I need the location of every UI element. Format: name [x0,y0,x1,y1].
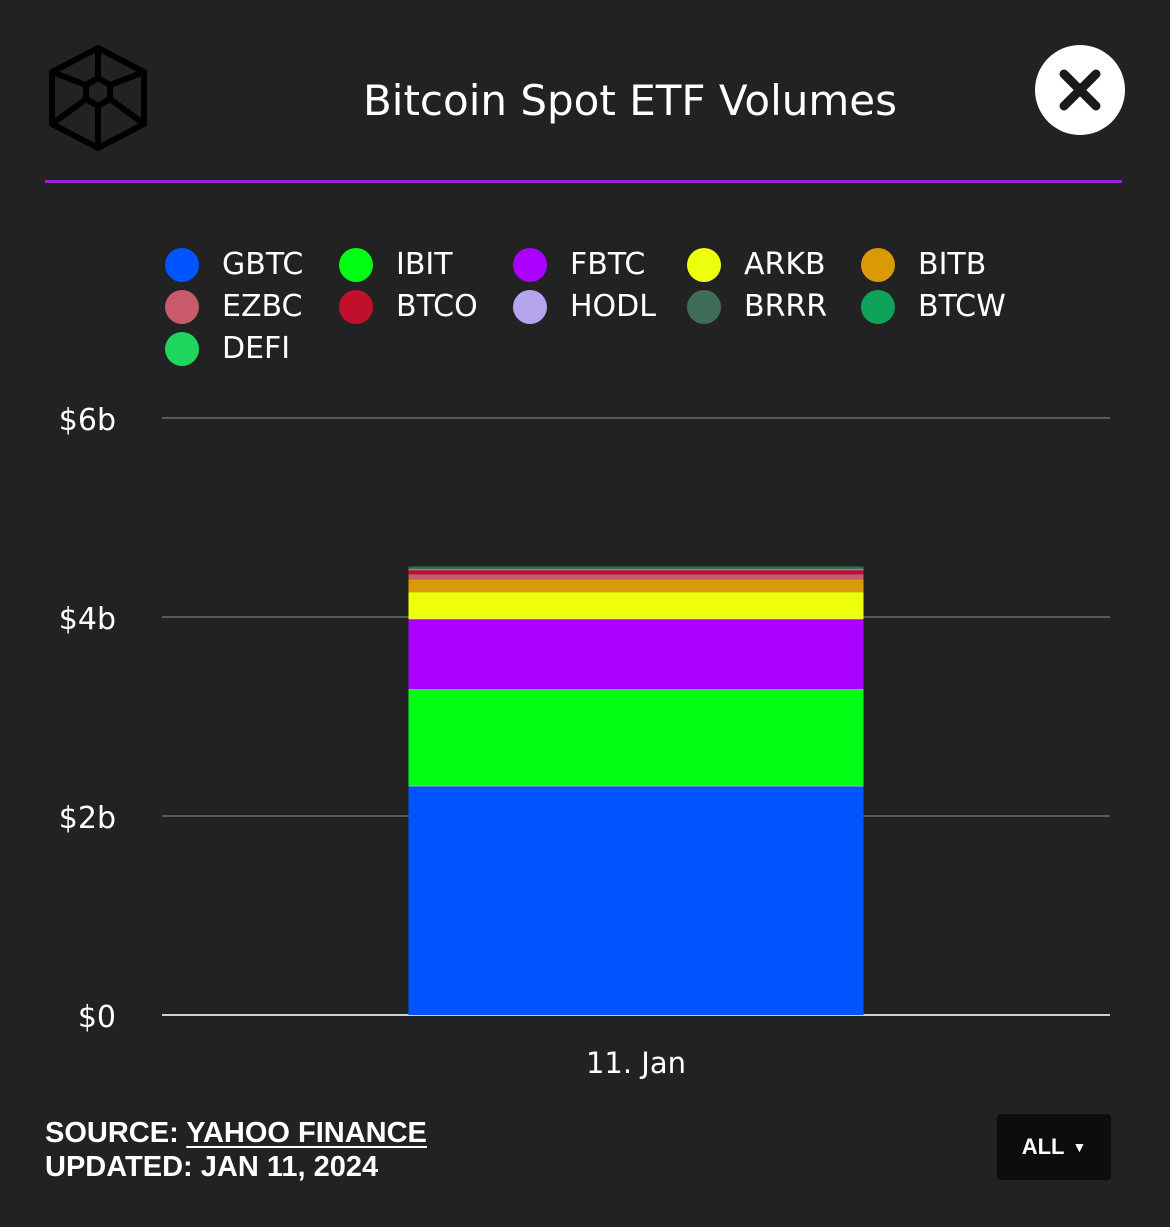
legend-marker [165,290,199,324]
updated-line: UPDATED: JAN 11, 2024 [45,1150,427,1184]
y-tick-label: $2b [59,801,116,836]
bar-segment-btco[interactable] [408,570,864,575]
y-tick-label: $6b [59,403,116,438]
legend-label: HODL [570,289,656,324]
bar-segment-hodl[interactable] [408,569,864,571]
footer-info: SOURCE: YAHOO FINANCE UPDATED: JAN 11, 2… [45,1116,427,1184]
legend-label: IBIT [396,247,453,282]
legend-marker [165,248,199,282]
stacked-bar-chart: $0 $2b $4b $6b 11. Jan [59,403,1110,1080]
legend-marker [339,248,373,282]
legend-marker [687,290,721,324]
legend-label: BTCO [396,289,478,324]
bar-segment-fbtc[interactable] [408,618,864,690]
close-button[interactable] [1035,45,1125,135]
bar-segment-gbtc[interactable] [408,786,864,1015]
y-tick-label: $4b [59,602,116,637]
legend-label: BITB [918,247,987,282]
legend-marker [687,248,721,282]
source-line: SOURCE: YAHOO FINANCE [45,1116,427,1150]
legend-label: GBTC [222,247,304,282]
legend-marker [513,248,547,282]
chart-title: Bitcoin Spot ETF Volumes [362,76,897,125]
bar-segment-ezbc[interactable] [408,574,864,580]
legend-marker [339,290,373,324]
close-x-icon [1059,69,1101,111]
updated-value: JAN 11, 2024 [200,1151,379,1183]
wireframe-cube-logo [49,45,147,151]
y-tick-label: $0 [78,1000,116,1035]
legend-label: ARKB [744,247,826,282]
bar-segment-bitb[interactable] [408,579,864,593]
legend-label: FBTC [570,247,646,282]
legend-marker [861,290,895,324]
range-select[interactable]: ALL ▼ [997,1114,1111,1180]
bar-segment-ibit[interactable] [408,689,864,787]
legend-marker [513,290,547,324]
legend-marker [861,248,895,282]
legend-label: EZBC [222,289,303,324]
updated-label: UPDATED: [45,1151,193,1183]
range-select-value: ALL [1021,1134,1065,1159]
x-tick-label: 11. Jan [586,1046,686,1080]
legend-label: BRRR [744,289,828,324]
source-link[interactable]: YAHOO FINANCE [186,1117,427,1149]
bar-segment-brrr[interactable] [408,567,864,570]
bar-segment-arkb[interactable] [408,592,864,619]
caret-down-icon: ▼ [1072,1139,1087,1155]
legend-label: DEFI [222,331,291,366]
header-divider [45,180,1122,183]
legend-marker [165,332,199,366]
legend-label: BTCW [918,289,1006,324]
source-label: SOURCE: [45,1117,179,1149]
